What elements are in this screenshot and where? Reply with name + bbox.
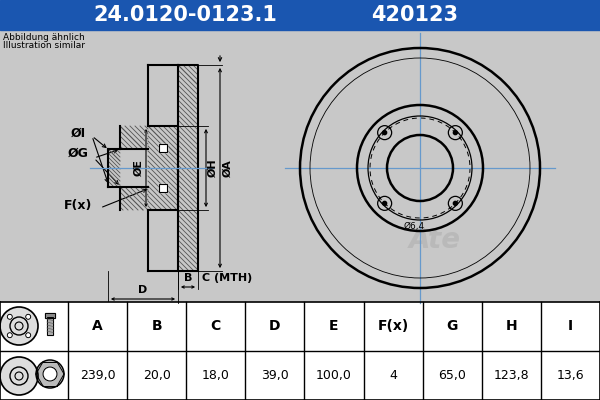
Text: 24.0120-0123.1: 24.0120-0123.1 — [93, 5, 277, 25]
Circle shape — [36, 360, 64, 388]
Bar — [159, 184, 167, 192]
Bar — [0, 0, 600, 30]
Circle shape — [383, 201, 386, 205]
Text: B: B — [184, 273, 192, 283]
Bar — [45, 313, 55, 318]
Text: 65,0: 65,0 — [438, 369, 466, 382]
Text: ØG: ØG — [68, 146, 88, 160]
Circle shape — [0, 307, 38, 345]
Text: F(x): F(x) — [64, 200, 92, 212]
Text: D: D — [139, 285, 148, 295]
Bar — [0, 30, 600, 302]
Text: C: C — [211, 320, 221, 334]
Circle shape — [7, 333, 13, 338]
Text: ØA: ØA — [223, 159, 233, 177]
Bar — [47, 317, 53, 335]
Text: C (MTH): C (MTH) — [202, 273, 252, 283]
Text: ØI: ØI — [70, 126, 86, 140]
Circle shape — [7, 314, 13, 319]
Circle shape — [0, 357, 38, 395]
Text: 100,0: 100,0 — [316, 369, 352, 382]
Text: G: G — [446, 320, 458, 334]
Text: 239,0: 239,0 — [80, 369, 115, 382]
Text: ØE: ØE — [134, 160, 144, 176]
Text: Abbildung ähnlich: Abbildung ähnlich — [3, 33, 85, 42]
Bar — [159, 184, 167, 192]
Text: Illustration similar: Illustration similar — [3, 41, 85, 50]
Circle shape — [43, 367, 57, 381]
Bar — [159, 144, 167, 152]
Text: 123,8: 123,8 — [494, 369, 529, 382]
Text: 4: 4 — [389, 369, 397, 382]
Text: 13,6: 13,6 — [557, 369, 584, 382]
Text: 18,0: 18,0 — [202, 369, 230, 382]
Text: 39,0: 39,0 — [261, 369, 289, 382]
Text: 20,0: 20,0 — [143, 369, 170, 382]
Text: A: A — [92, 320, 103, 334]
Text: E: E — [329, 320, 339, 334]
Bar — [47, 317, 53, 335]
Bar — [159, 144, 167, 152]
Text: H: H — [506, 320, 517, 334]
Text: F(x): F(x) — [377, 320, 409, 334]
Circle shape — [26, 333, 31, 338]
Circle shape — [454, 131, 457, 135]
Text: Ø6,4: Ø6,4 — [404, 222, 425, 230]
Bar — [45, 313, 55, 318]
Text: Ate: Ate — [409, 226, 461, 254]
Text: D: D — [269, 320, 281, 334]
Text: ØH: ØH — [208, 159, 218, 177]
Circle shape — [26, 314, 31, 319]
Text: B: B — [151, 320, 162, 334]
Text: I: I — [568, 320, 573, 334]
Bar — [0, 302, 600, 400]
Circle shape — [383, 131, 386, 135]
Text: 420123: 420123 — [371, 5, 458, 25]
Circle shape — [454, 201, 457, 205]
